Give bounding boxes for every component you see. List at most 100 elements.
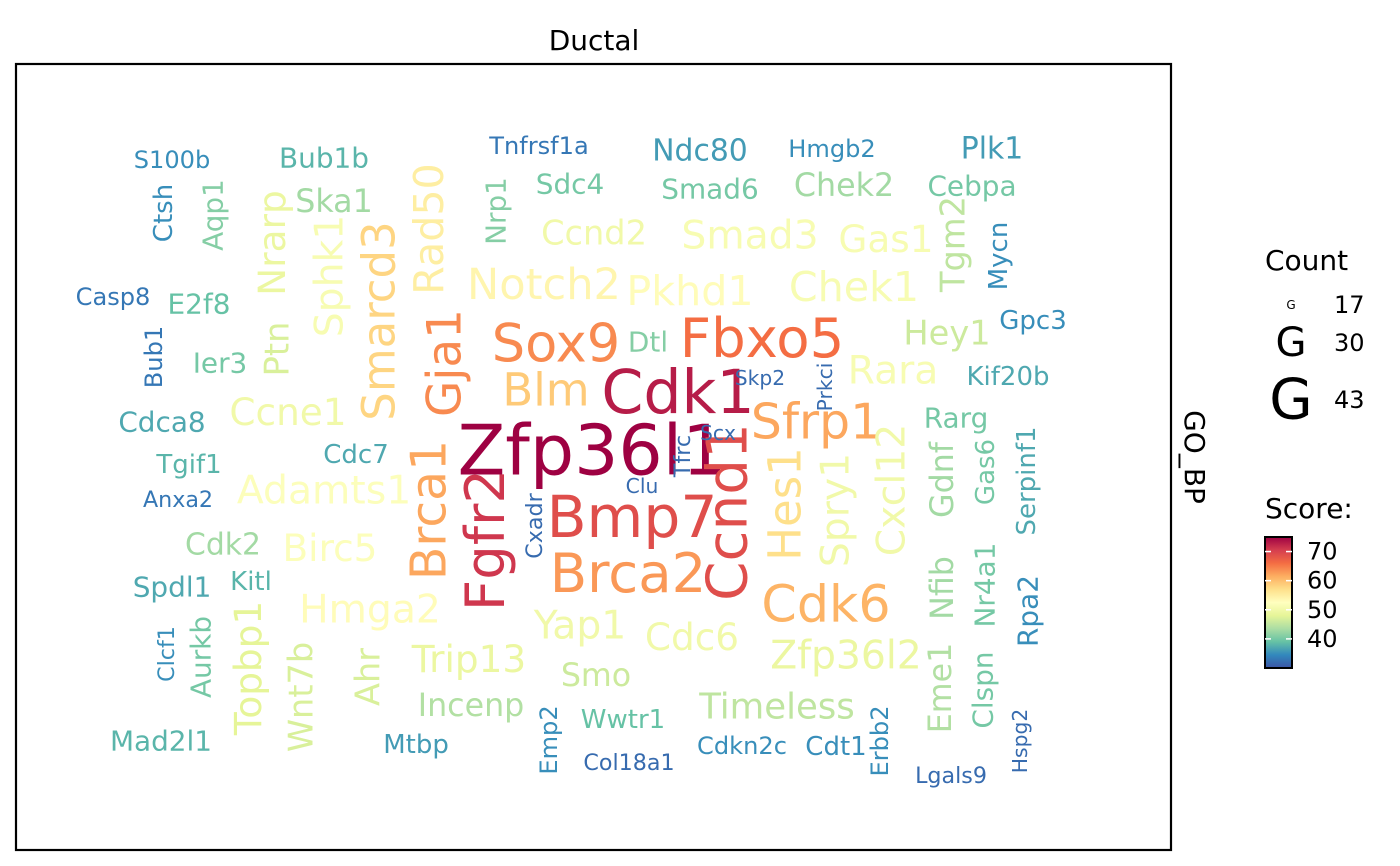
word-skp2: Skp2 (735, 366, 785, 390)
word-ctsh: Ctsh (149, 184, 179, 242)
word-aurkb: Aurkb (185, 616, 218, 698)
word-cdk6: Cdk6 (761, 575, 890, 634)
word-clcf1: Clcf1 (154, 626, 180, 682)
word-wwtr1: Wwtr1 (581, 705, 665, 735)
word-notch2: Notch2 (467, 260, 621, 310)
word-ccnd2: Ccnd2 (541, 214, 647, 253)
word-ahr: Ahr (349, 648, 388, 706)
word-sdc4: Sdc4 (536, 168, 605, 201)
word-adamts1: Adamts1 (237, 469, 411, 514)
word-mad2l1: Mad2l1 (110, 725, 212, 758)
word-cdk1: Cdk1 (601, 358, 754, 428)
word-aqp1: Aqp1 (197, 179, 230, 251)
count-key-label: 30 (1334, 329, 1365, 357)
word-tgm2: Tgm2 (934, 196, 973, 293)
chart-title: Ductal (549, 24, 640, 57)
word-birc5: Birc5 (283, 526, 378, 570)
word-trip13: Trip13 (411, 637, 526, 681)
word-fgfr2: Fgfr2 (453, 469, 517, 611)
word-bub1b: Bub1b (279, 142, 369, 175)
word-zfp36l2: Zfp36l2 (770, 634, 922, 679)
word-scx: Scx (700, 421, 736, 445)
word-nrp1: Nrp1 (480, 177, 513, 245)
word-dtl: Dtl (628, 326, 668, 359)
word-mycn: Mycn (984, 222, 1014, 291)
word-tgif1: Tgif1 (155, 450, 221, 480)
word-timeless: Timeless (698, 687, 855, 728)
count-legend-title: Count (1265, 244, 1348, 277)
count-legend: Count G 17 G 30 G 43 (1265, 244, 1365, 433)
score-legend-title: Score: (1265, 492, 1353, 525)
word-anxa2: Anxa2 (143, 487, 213, 513)
word-hey1: Hey1 (903, 314, 990, 353)
word-tfrc: Tfrc (670, 435, 696, 478)
word-hmga2: Hmga2 (299, 588, 441, 633)
word-sox9: Sox9 (492, 314, 621, 375)
word-e2f8: E2f8 (168, 288, 231, 321)
word-chek2: Chek2 (794, 168, 894, 204)
word-mtbp: Mtbp (383, 730, 449, 760)
word-incenp: Incenp (418, 688, 525, 724)
count-key-glyph: G (1269, 368, 1312, 433)
word-rara: Rara (848, 349, 939, 394)
word-nfib: Nfib (925, 556, 961, 620)
score-tick-label: 50 (1307, 596, 1338, 624)
word-ndc80: Ndc80 (652, 134, 748, 169)
word-tnfrsf1a: Tnfrsf1a (488, 132, 589, 160)
count-key-glyph: G (1286, 298, 1295, 312)
word-bmp7: Bmp7 (547, 483, 718, 551)
word-erbb2: Erbb2 (866, 705, 894, 776)
word-zfp36l1: Zfp36l1 (458, 411, 727, 492)
plot-frame (14, 62, 1173, 852)
word-col18a1: Col18a1 (583, 750, 674, 776)
word-ptn: Ptn (258, 322, 297, 377)
word-wnt7b: Wnt7b (282, 642, 321, 752)
word-ska1: Ska1 (295, 184, 373, 220)
word-cebpa: Cebpa (927, 170, 1016, 203)
word-rpa2: Rpa2 (1012, 575, 1045, 647)
word-lgals9: Lgals9 (915, 763, 987, 789)
word-bub1: Bub1 (140, 326, 168, 388)
word-cdkn2c: Cdkn2c (697, 732, 787, 760)
word-prkci: Prkci (813, 363, 837, 412)
word-plk1: Plk1 (961, 132, 1023, 167)
word-cdk2: Cdk2 (185, 528, 261, 563)
word-blm: Blm (502, 364, 589, 417)
word-hmgb2: Hmgb2 (788, 135, 876, 163)
word-fbxo5: Fbxo5 (680, 306, 845, 370)
word-clu: Clu (626, 474, 659, 498)
facet-strip-label: GO_BP (1178, 410, 1211, 504)
word-serpinf1: Serpinf1 (1012, 426, 1042, 535)
word-rad50: Rad50 (405, 163, 453, 295)
word-gja1: Gja1 (418, 309, 473, 417)
score-colorbar (1264, 536, 1293, 669)
word-hspg2: Hspg2 (1008, 709, 1032, 773)
word-brca1: Brca1 (401, 440, 458, 580)
score-tick-label: 60 (1307, 567, 1338, 595)
word-eme1: Eme1 (923, 643, 959, 734)
word-rarg: Rarg (924, 402, 989, 435)
word-yap1: Yap1 (533, 604, 627, 649)
word-ier3: Ier3 (193, 347, 248, 380)
word-smad6: Smad6 (661, 173, 758, 206)
word-smarcd3: Smarcd3 (353, 221, 406, 420)
score-tick-label: 70 (1307, 538, 1338, 566)
count-key-glyph: G (1276, 320, 1307, 366)
word-casp8: Casp8 (76, 283, 151, 311)
word-ccnd1: Ccnd1 (696, 423, 761, 601)
word-clspn: Clspn (967, 651, 1000, 728)
word-gas1: Gas1 (838, 217, 933, 261)
word-brca2: Brca2 (550, 541, 707, 605)
word-ccne1: Ccne1 (229, 390, 346, 434)
count-key-label: 43 (1334, 386, 1365, 414)
word-sfrp1: Sfrp1 (751, 394, 881, 451)
word-topbp1: Topbp1 (226, 601, 270, 736)
word-chek1: Chek1 (789, 263, 919, 311)
score-tick-label: 40 (1307, 625, 1338, 653)
word-emp2: Emp2 (535, 705, 563, 774)
word-smo: Smo (561, 658, 631, 694)
word-cxadr: Cxadr (522, 492, 548, 558)
word-cdt1: Cdt1 (805, 732, 866, 762)
